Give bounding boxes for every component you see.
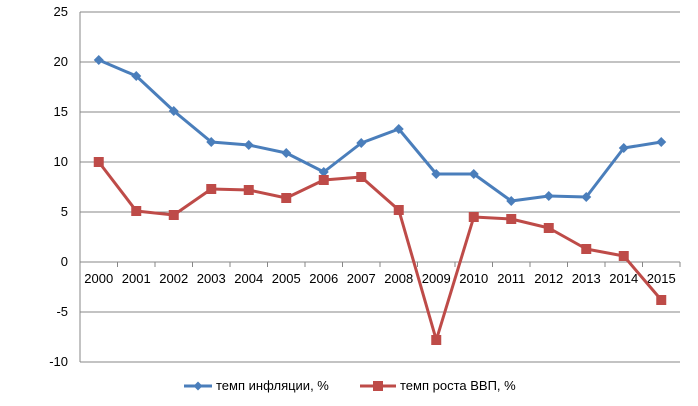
data-point	[431, 169, 442, 179]
y-tick-label: 15	[54, 104, 68, 119]
legend: темп инфляции, % темп роста ВВП, %	[184, 378, 516, 393]
legend-marker	[373, 381, 383, 391]
x-tick-label: 2011	[497, 271, 525, 286]
data-point	[206, 137, 217, 147]
series	[93, 55, 667, 345]
x-tick-label: 2006	[309, 271, 338, 286]
x-tick-label: 2003	[197, 271, 226, 286]
data-point	[468, 169, 479, 179]
y-tick-label: -10	[49, 354, 68, 369]
data-point	[393, 205, 404, 215]
data-point	[618, 143, 629, 153]
axes	[79, 12, 681, 362]
data-point	[93, 157, 104, 167]
data-point	[356, 138, 367, 148]
y-axis-tick-labels: 25 20 15 10 5 0 -5 -10	[49, 4, 68, 369]
legend-label: темп роста ВВП, %	[400, 378, 516, 393]
data-point	[506, 214, 517, 224]
x-tick-label: 2012	[534, 271, 563, 286]
data-point	[431, 335, 442, 345]
y-tick-label: 25	[54, 4, 68, 19]
series-2	[93, 157, 667, 345]
x-tick-label: 2000	[84, 271, 113, 286]
data-point	[581, 192, 592, 202]
data-point	[168, 106, 179, 116]
data-point	[543, 223, 554, 233]
data-point	[318, 167, 329, 177]
data-point	[618, 251, 629, 261]
data-point	[506, 196, 517, 206]
data-point	[656, 295, 667, 305]
x-tick-label: 2009	[422, 271, 451, 286]
data-point	[206, 184, 217, 194]
data-point	[468, 212, 479, 222]
data-point	[243, 140, 254, 150]
legend-item-2: темп роста ВВП, %	[360, 378, 516, 393]
data-point	[243, 185, 254, 195]
gridlines	[80, 11, 680, 363]
x-tick-label: 2010	[459, 271, 488, 286]
data-point	[131, 71, 142, 81]
x-tick-label: 2015	[647, 271, 676, 286]
legend-item-1: темп инфляции, %	[184, 378, 329, 393]
y-tick-label: 0	[61, 254, 68, 269]
y-tick-label: 10	[54, 154, 68, 169]
data-point	[281, 193, 292, 203]
x-tick-label: 2005	[272, 271, 301, 286]
legend-marker	[193, 381, 203, 391]
y-tick-label: 20	[54, 54, 68, 69]
x-tick-label: 2001	[122, 271, 151, 286]
data-point	[93, 55, 104, 65]
series-line	[97, 161, 663, 342]
data-point	[131, 206, 142, 216]
data-point	[656, 137, 667, 147]
data-point	[356, 172, 367, 182]
x-tick-label: 2014	[609, 271, 638, 286]
series-1	[93, 55, 667, 206]
x-tick-label: 2013	[572, 271, 601, 286]
data-point	[543, 191, 554, 201]
data-point	[393, 124, 404, 134]
y-tick-label: 5	[61, 204, 68, 219]
legend-label: темп инфляции, %	[216, 378, 329, 393]
data-point	[581, 244, 592, 254]
x-axis-tick-labels: 2000 2001 2002 2003 2004 2005 2006 2007 2008 2009…	[84, 271, 675, 286]
y-tick-label: -5	[56, 304, 68, 319]
data-point	[168, 210, 179, 220]
x-tick-label: 2007	[347, 271, 376, 286]
data-point	[318, 175, 329, 185]
x-tick-label: 2008	[384, 271, 413, 286]
data-point	[281, 148, 292, 158]
x-tick-label: 2004	[234, 271, 263, 286]
series-line	[98, 58, 662, 203]
x-tick-label: 2002	[159, 271, 188, 286]
